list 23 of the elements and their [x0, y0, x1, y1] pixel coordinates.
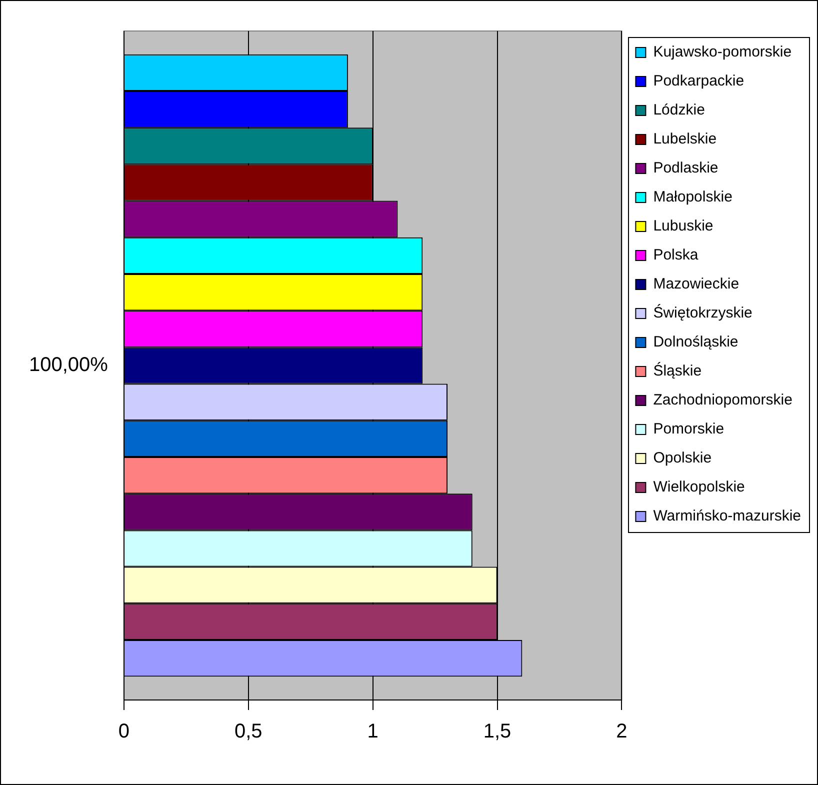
legend-label: Dolnośląskie: [653, 334, 738, 351]
legend-label: Lubuskie: [653, 218, 714, 235]
legend-label: Pomorskie: [653, 420, 724, 438]
legend-label: Warmińsko-mazurskie: [653, 508, 801, 525]
legend-label: Podlaskie: [653, 160, 718, 177]
legend-label: Śląskie: [653, 362, 702, 380]
x-tick-label: 1,5: [483, 720, 512, 743]
legend-label: Kujawsko-pomorskie: [653, 44, 792, 61]
legend-label: Małopolskie: [653, 188, 732, 206]
y-tick-label: 100,00%: [28, 354, 108, 376]
x-tick-label: 1: [367, 720, 378, 743]
x-tick-label: 2: [616, 720, 628, 743]
legend-label: Mazowieckie: [653, 276, 740, 293]
legend-label: Polska: [653, 246, 699, 264]
legend-label: Świętokrzyskie: [653, 304, 752, 322]
legend-label: Wielkopolskie: [653, 478, 745, 496]
legend-label: Lódzkie: [653, 102, 705, 119]
legend-label: Podkarpackie: [653, 72, 744, 90]
legend-label: Opolskie: [653, 450, 712, 467]
legend-label: Lubelskie: [653, 130, 717, 148]
x-tick-label: 0,5: [234, 720, 262, 743]
legend-label: Zachodniopomorskie: [653, 392, 792, 409]
x-tick-label: 0: [118, 720, 130, 743]
